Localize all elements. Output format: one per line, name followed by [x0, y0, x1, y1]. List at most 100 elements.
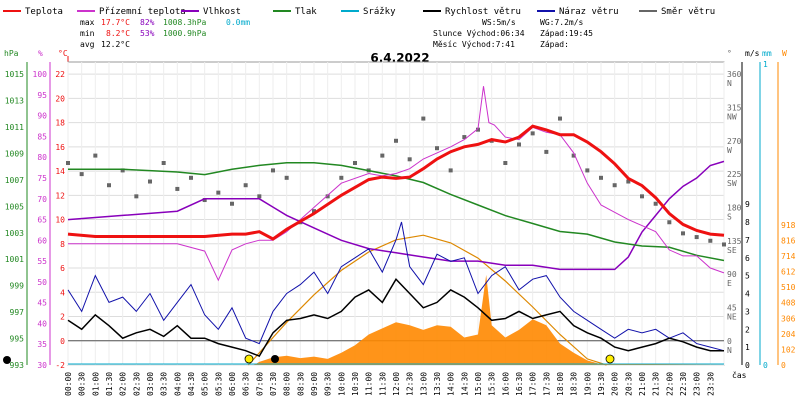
- chart-title: 6.4.2022: [370, 51, 429, 65]
- dir-tick: S: [727, 212, 732, 221]
- wind-dir-point: [558, 116, 562, 121]
- wind-dir-point: [339, 175, 344, 180]
- wind-dir-point: [134, 194, 139, 199]
- x-tick: 16:30: [515, 372, 524, 396]
- pct-tick: 90: [37, 112, 47, 121]
- w-tick: 816: [781, 236, 796, 245]
- x-tick: 21:30: [652, 372, 661, 396]
- stat-min-temp: 8.2°C: [106, 29, 130, 38]
- legend-label: Náraz větru: [559, 7, 619, 17]
- wind-dir-point: [107, 183, 111, 188]
- wind-dir-point: [257, 194, 262, 199]
- pct-tick: 30: [37, 361, 47, 370]
- legend: Teplota Přízemní teplota Vlhkost Tlak Srážky…: [3, 7, 715, 17]
- x-tick: 03:00: [146, 372, 155, 396]
- moon-rise-text: Měsíc Východ:7:41: [433, 40, 515, 49]
- w-tick: 408: [781, 299, 796, 308]
- temp-tick: 8: [60, 240, 65, 249]
- series-wind-speed: [67, 277, 724, 358]
- x-tick: 14:30: [460, 372, 469, 396]
- x-tick: 05:30: [214, 372, 223, 396]
- pct-tick: 35: [37, 340, 47, 349]
- ms-tick: 7: [745, 236, 750, 245]
- temp-unit: °C: [58, 49, 68, 58]
- temp-tick: 12: [55, 191, 65, 200]
- wind-dir-point: [79, 172, 84, 177]
- deg-tick: 360: [727, 70, 742, 79]
- x-tick: 01:00: [91, 372, 100, 396]
- stat-min-hum: 53%: [140, 29, 155, 38]
- x-axis-label: čas: [732, 370, 747, 380]
- x-tick: 12:30: [406, 372, 415, 396]
- pct-tick: 45: [37, 299, 47, 308]
- x-tick: 08:00: [283, 372, 292, 396]
- stat-avg-temp: 12.2°C: [101, 40, 130, 49]
- ms-tick: 1: [745, 343, 750, 352]
- wind-dir-point: [435, 146, 439, 151]
- mm-unit: mm: [762, 49, 772, 58]
- w-tick: 102: [781, 345, 796, 354]
- wind-dir-point: [462, 135, 467, 140]
- x-tick: 03:30: [160, 372, 169, 396]
- w-tick: 204: [781, 330, 796, 339]
- temp-tick: 6: [60, 264, 65, 273]
- x-tick: 20:30: [624, 372, 633, 396]
- stat-min-label: min: [80, 29, 95, 38]
- hpa-tick: 997: [10, 308, 25, 317]
- x-tick: 13:30: [433, 372, 442, 396]
- dir-tick: NE: [727, 312, 737, 321]
- pct-tick: 80: [37, 153, 47, 162]
- pct-tick: 65: [37, 216, 47, 225]
- x-tick: 17:30: [542, 372, 551, 396]
- dir-tick: N: [727, 346, 732, 355]
- x-tick: 05:00: [201, 372, 210, 396]
- wind-dir-point: [380, 153, 385, 158]
- wind-dir-point: [243, 183, 248, 188]
- hpa-tick: 1003: [5, 229, 24, 238]
- wind-dir-point: [612, 183, 617, 188]
- wind-dir-point: [530, 131, 535, 136]
- x-tick: 15:00: [474, 372, 483, 396]
- x-tick: 06:30: [242, 372, 251, 396]
- wind-dir-point: [694, 235, 699, 240]
- sun-set-text: Západ:19:45: [540, 29, 593, 38]
- deg-unit: °: [727, 49, 732, 58]
- temp-tick: 16: [55, 143, 65, 152]
- series-wind-gust: [67, 221, 725, 352]
- x-tick: 10:30: [351, 372, 360, 396]
- legend-label: Směr větru: [661, 7, 715, 17]
- x-tick: 15:30: [488, 372, 497, 396]
- series-solar: [68, 274, 724, 365]
- legend-label: Vlhkost: [203, 7, 241, 17]
- wind-dir-point: [230, 201, 234, 206]
- pct-tick: 50: [37, 278, 47, 287]
- hpa-tick: 995: [10, 335, 25, 344]
- wind-dir-point: [708, 238, 713, 243]
- deg-tick: 45: [727, 303, 737, 312]
- x-tick: 18:00: [556, 372, 565, 396]
- temp-tick: 14: [55, 167, 65, 176]
- temp-tick: 4: [60, 288, 65, 297]
- x-tick: 11:30: [378, 372, 387, 396]
- deg-tick: 90: [727, 270, 737, 279]
- pct-tick: 70: [37, 195, 47, 204]
- stat-avg-label: avg: [80, 40, 95, 49]
- w-tick: 306: [781, 314, 796, 323]
- wg-text: WG:7.2m/s: [540, 18, 584, 27]
- x-tick: 04:30: [187, 372, 196, 396]
- wind-dir-point: [271, 168, 275, 173]
- pct-tick: 100: [33, 70, 48, 79]
- hpa-tick: 1001: [5, 255, 24, 264]
- series-temperature: [67, 124, 725, 241]
- wind-dir-point: [161, 161, 166, 165]
- pct-tick: 60: [37, 236, 47, 245]
- sunset-marker: [605, 354, 615, 364]
- ms-unit: m/s: [745, 49, 760, 58]
- grid: [67, 61, 725, 366]
- dir-tick: E: [727, 279, 732, 288]
- temp-tick: -2: [55, 361, 65, 370]
- plot-area: [3, 86, 726, 366]
- x-tick: 14:00: [447, 372, 456, 396]
- pct-tick: 55: [37, 257, 47, 266]
